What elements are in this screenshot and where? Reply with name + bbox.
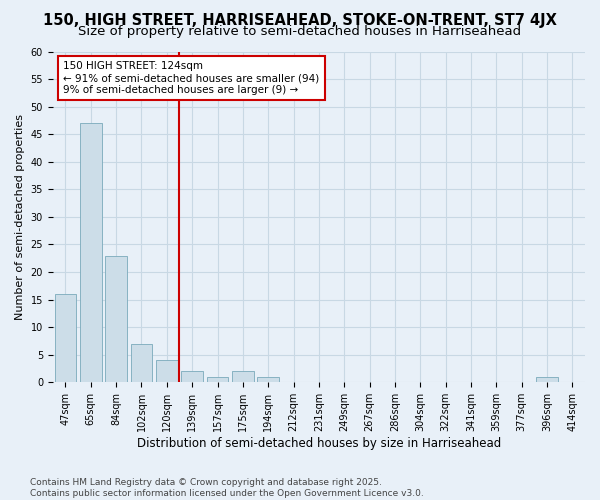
Text: 150, HIGH STREET, HARRISEAHEAD, STOKE-ON-TRENT, ST7 4JX: 150, HIGH STREET, HARRISEAHEAD, STOKE-ON… — [43, 12, 557, 28]
Bar — [106, 256, 127, 382]
Text: Size of property relative to semi-detached houses in Harriseahead: Size of property relative to semi-detach… — [79, 25, 521, 38]
Bar — [80, 123, 101, 382]
Bar — [257, 377, 279, 382]
X-axis label: Distribution of semi-detached houses by size in Harriseahead: Distribution of semi-detached houses by … — [137, 437, 501, 450]
Bar — [131, 344, 152, 382]
Bar — [156, 360, 178, 382]
Text: 150 HIGH STREET: 124sqm
← 91% of semi-detached houses are smaller (94)
9% of sem: 150 HIGH STREET: 124sqm ← 91% of semi-de… — [64, 62, 320, 94]
Bar — [207, 377, 228, 382]
Text: Contains HM Land Registry data © Crown copyright and database right 2025.
Contai: Contains HM Land Registry data © Crown c… — [30, 478, 424, 498]
Bar — [55, 294, 76, 382]
Bar — [536, 377, 558, 382]
Bar — [181, 372, 203, 382]
Bar — [232, 372, 254, 382]
Y-axis label: Number of semi-detached properties: Number of semi-detached properties — [15, 114, 25, 320]
